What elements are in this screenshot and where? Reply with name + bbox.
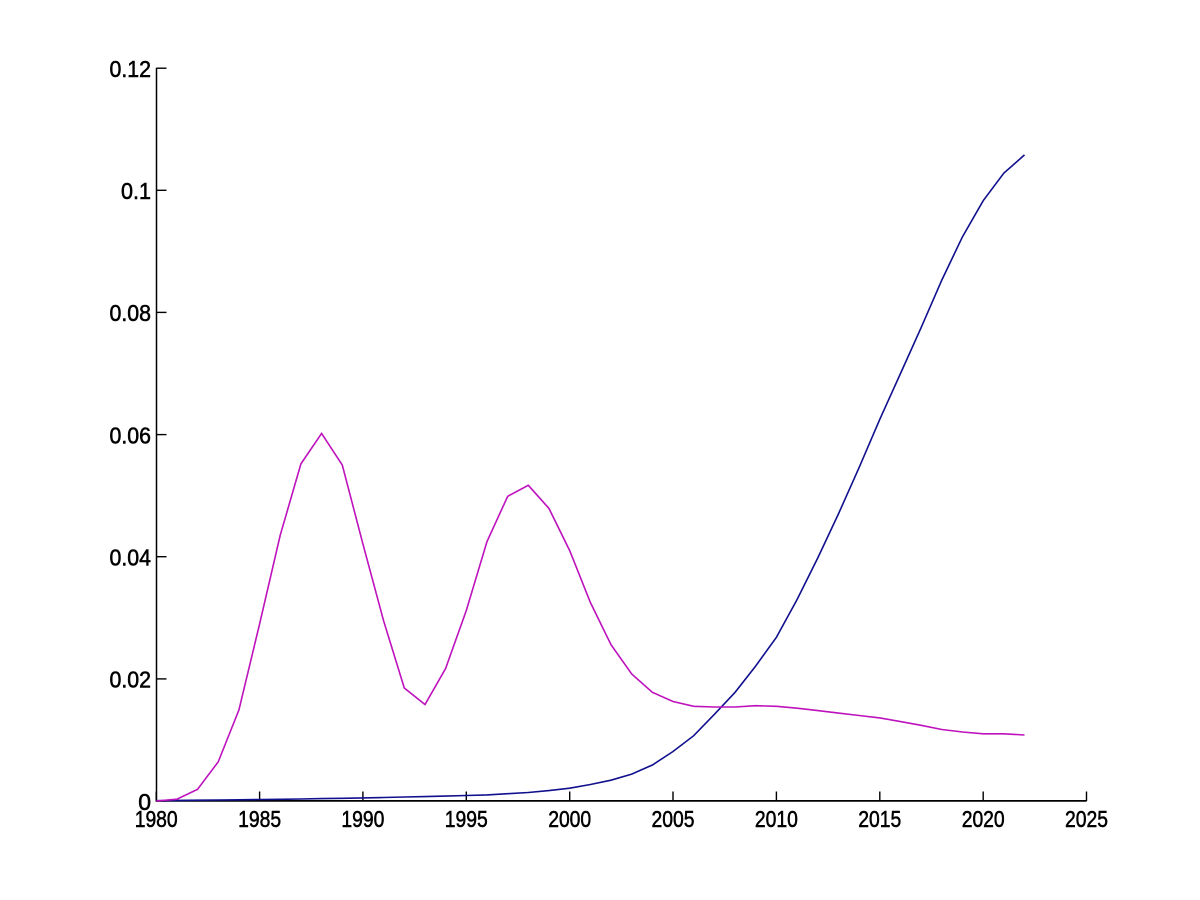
svg-text:0.04: 0.04 xyxy=(110,545,152,571)
svg-text:0.12: 0.12 xyxy=(110,56,152,82)
svg-text:1980: 1980 xyxy=(135,806,178,832)
svg-text:2010: 2010 xyxy=(755,806,798,832)
svg-text:2020: 2020 xyxy=(962,806,1005,832)
svg-text:1990: 1990 xyxy=(341,806,384,832)
svg-text:2000: 2000 xyxy=(548,806,591,832)
svg-text:0.06: 0.06 xyxy=(110,422,152,448)
svg-text:2015: 2015 xyxy=(858,806,901,832)
svg-text:1995: 1995 xyxy=(445,806,488,832)
svg-text:0: 0 xyxy=(138,789,151,815)
svg-text:2025: 2025 xyxy=(1065,806,1108,832)
svg-text:0.08: 0.08 xyxy=(110,300,152,326)
svg-text:0.1: 0.1 xyxy=(121,178,151,204)
svg-text:0.02: 0.02 xyxy=(110,667,152,693)
svg-text:2005: 2005 xyxy=(652,806,695,832)
svg-text:1985: 1985 xyxy=(238,806,281,832)
